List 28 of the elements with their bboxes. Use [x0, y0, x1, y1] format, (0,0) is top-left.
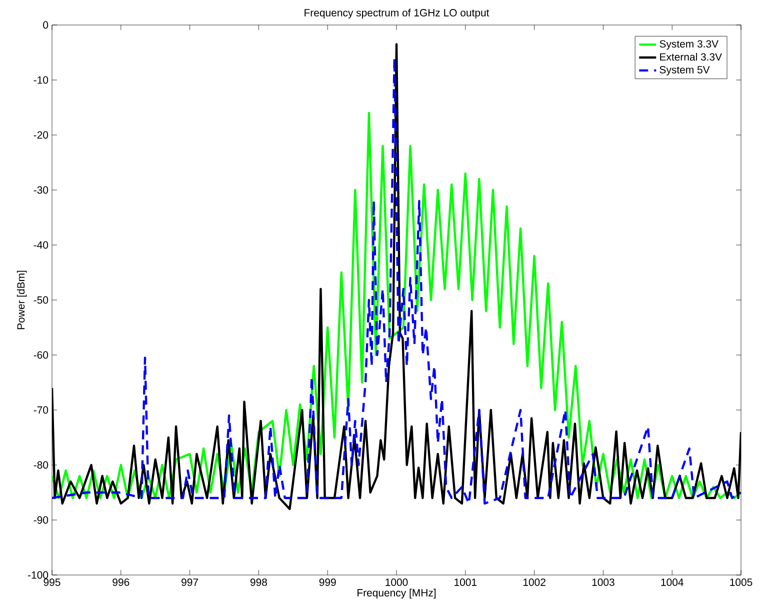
- legend-label: System 5V: [660, 66, 710, 76]
- x-tick-label: 1002: [523, 578, 546, 586]
- y-tick-label: -60: [34, 351, 48, 359]
- x-tick-label: 1001: [454, 578, 477, 586]
- y-tick-label: -80: [34, 461, 48, 469]
- y-tick-label: -90: [34, 516, 48, 524]
- legend-label: External 3.3V: [660, 52, 722, 61]
- x-tick-label: 997: [182, 578, 198, 586]
- legend-label: System 3.3V: [660, 40, 718, 50]
- x-tick-label: 1005: [730, 578, 752, 586]
- y-tick-label: -100: [28, 571, 48, 579]
- x-tick-label: 998: [250, 578, 267, 586]
- x-axis-title: Frequency [MHz]: [358, 588, 436, 599]
- y-tick-label: 0: [43, 21, 48, 29]
- x-tick-label: 995: [44, 578, 60, 586]
- x-tick-label: 999: [319, 578, 336, 586]
- y-tick-label: -50: [34, 296, 48, 304]
- y-tick-label: -10: [34, 76, 48, 84]
- x-tick-label: 1004: [661, 578, 684, 586]
- y-tick-label: -30: [34, 186, 48, 194]
- x-tick-label: 1003: [592, 578, 614, 586]
- x-tick-label: 1000: [386, 578, 408, 586]
- y-tick-label: -20: [34, 131, 48, 139]
- chart-title: Frequency spectrum of 1GHz LO output: [304, 8, 490, 18]
- y-axis-title: Power [dBm]: [16, 270, 27, 330]
- y-tick-label: -40: [34, 241, 48, 249]
- x-tick-label: 996: [112, 578, 130, 586]
- y-tick-label: -70: [34, 406, 48, 414]
